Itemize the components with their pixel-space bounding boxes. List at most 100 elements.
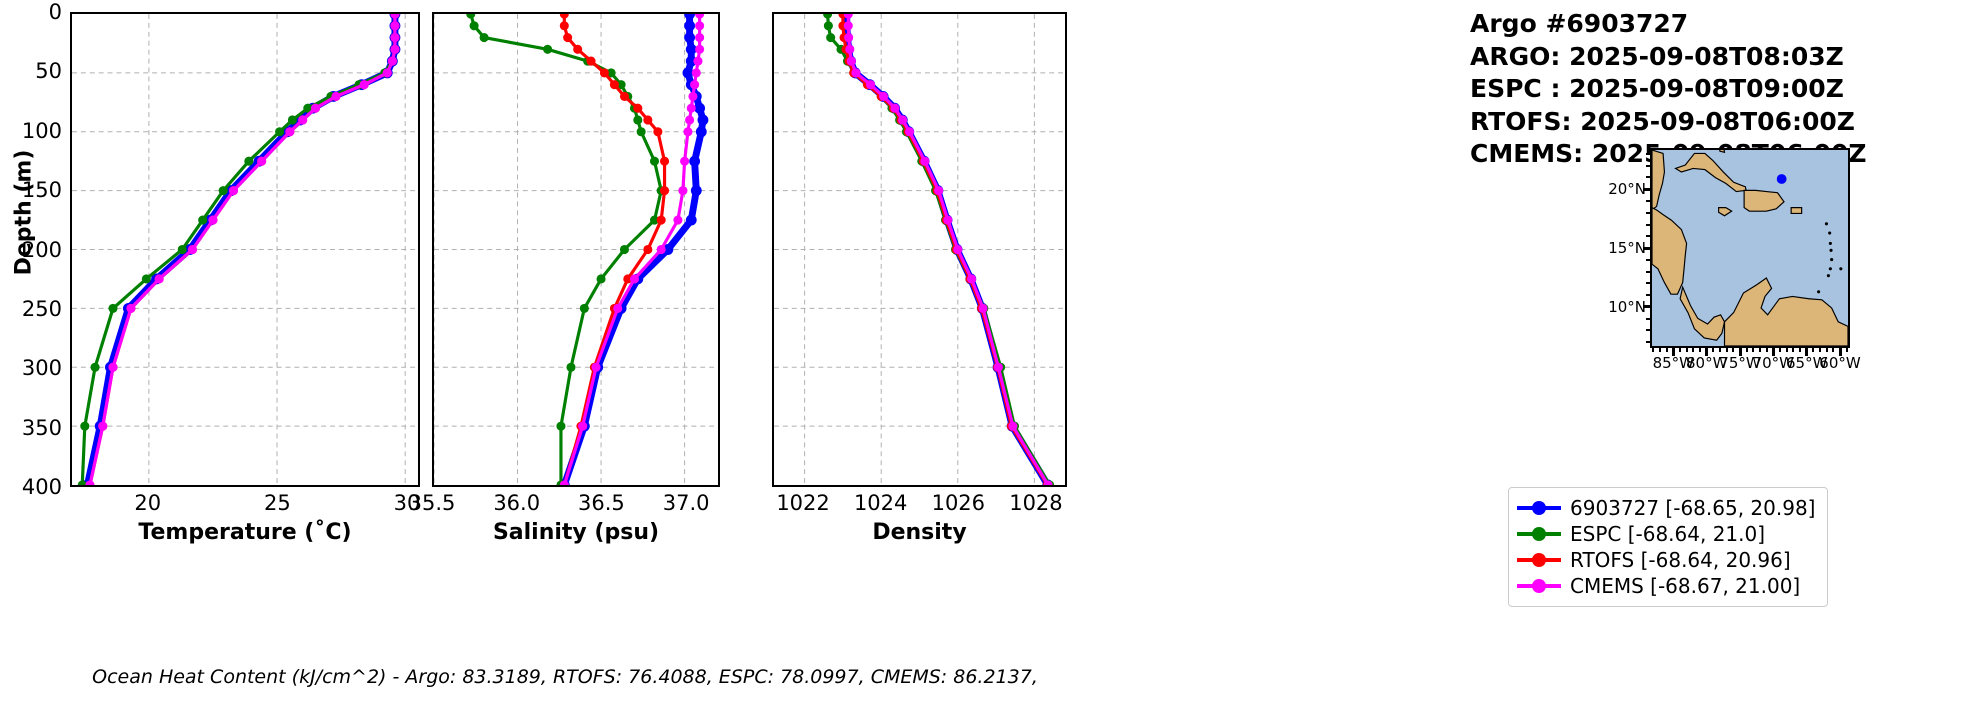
data-point — [934, 186, 944, 196]
legend-item-espc[interactable]: ESPC [-68.64, 21.0] — [1517, 521, 1815, 547]
map-lon-minor-tick — [1832, 348, 1835, 352]
data-point — [244, 156, 254, 166]
data-point — [905, 127, 915, 137]
data-point — [844, 32, 854, 43]
data-point — [693, 56, 703, 66]
data-point — [826, 32, 836, 43]
data-point — [898, 115, 908, 125]
data-point — [559, 14, 569, 19]
data-point — [920, 156, 930, 166]
island-marker — [1830, 257, 1834, 262]
data-point — [656, 215, 666, 225]
data-point — [285, 127, 295, 137]
landmass-panama — [1679, 285, 1726, 341]
data-point — [218, 186, 228, 196]
data-point — [310, 103, 321, 113]
x-tick-label: 25 — [264, 491, 291, 515]
data-point — [257, 156, 267, 166]
data-point — [690, 185, 702, 197]
legend-marker-dot — [1532, 527, 1546, 541]
legend-marker-dot — [1532, 553, 1546, 567]
data-point — [90, 362, 100, 372]
y-tick-label: 200 — [21, 237, 62, 262]
data-point — [678, 186, 688, 196]
data-point — [823, 14, 833, 19]
landmass-cuba — [1674, 152, 1747, 193]
data-point — [660, 156, 670, 166]
map-lat-minor-tick — [1646, 258, 1651, 261]
y-axis-label: Depth (m) — [11, 149, 37, 276]
legend-item-argo[interactable]: 6903727 [-68.65, 20.98] — [1517, 495, 1815, 521]
y-tick-label: 100 — [21, 118, 62, 143]
map-lat-minor-tick — [1646, 317, 1651, 320]
map-lon-minor-tick — [1745, 348, 1748, 352]
data-point — [680, 156, 690, 166]
map-lon-minor-tick — [1732, 348, 1735, 352]
data-point — [177, 244, 187, 255]
density-plot — [772, 12, 1067, 487]
y-tick-label: 300 — [21, 356, 62, 381]
float-position-marker — [1776, 174, 1787, 184]
data-point — [843, 21, 853, 31]
island-marker — [1839, 267, 1843, 271]
data-point — [695, 126, 707, 138]
data-point — [878, 91, 889, 101]
map-lat-minor-tick — [1646, 164, 1651, 167]
map-lon-minor-tick — [1679, 348, 1681, 352]
data-point — [359, 80, 369, 90]
map-lon-tick — [1671, 348, 1675, 356]
data-point — [469, 21, 479, 31]
map-lat-minor-tick — [1646, 270, 1651, 273]
legend-item-rtofs[interactable]: RTOFS [-68.64, 20.96] — [1517, 547, 1815, 573]
map-lon-minor-tick — [1712, 348, 1715, 352]
data-point — [643, 115, 653, 125]
data-point — [633, 103, 643, 113]
map-lon-label: 75°W — [1719, 354, 1761, 372]
map-lat-minor-tick — [1646, 235, 1651, 238]
data-point — [633, 115, 643, 125]
map-lon-label: 60°W — [1819, 354, 1861, 372]
data-point — [331, 91, 341, 101]
map-lat-tick — [1643, 305, 1651, 309]
map-lon-minor-tick — [1719, 348, 1721, 352]
data-point — [563, 32, 573, 43]
x-tick-label: 1024 — [853, 491, 908, 515]
data-point — [823, 21, 833, 31]
depth-axis: 0 50 100 150 200 250 300 350 400 — [0, 0, 62, 499]
data-point — [390, 21, 400, 31]
map-lon-minor-tick — [1685, 348, 1688, 352]
data-point — [599, 68, 609, 78]
data-point — [609, 80, 619, 90]
island-marker — [1826, 274, 1830, 278]
map-lat-tick — [1643, 246, 1651, 250]
legend-item-cmems[interactable]: CMEMS [-68.67, 21.00] — [1517, 573, 1815, 599]
data-point — [649, 215, 660, 225]
series-legend: 6903727 [-68.65, 20.98] ESPC [-68.64, 21.… — [1508, 487, 1829, 607]
map-lon-minor-tick — [1759, 348, 1761, 352]
map-lat-label: 20°N — [1608, 180, 1646, 199]
map-lon-minor-tick — [1665, 348, 1668, 352]
data-point — [685, 115, 695, 125]
landmass-bahamas — [1719, 150, 1726, 154]
map-lat-minor-tick — [1646, 152, 1651, 155]
landmass-central-america — [1652, 206, 1688, 295]
data-point — [586, 56, 596, 66]
data-point — [141, 274, 151, 284]
data-point — [543, 44, 553, 54]
data-point — [573, 44, 583, 54]
map-lat-label: 15°N — [1608, 239, 1646, 257]
data-point — [559, 21, 569, 31]
data-point — [566, 362, 576, 372]
data-point — [653, 127, 663, 137]
location-map: 20°N 15°N 10°N 85°W 80°W 75°W 70°W 65°W 60°W — [1608, 148, 1861, 372]
data-point — [643, 244, 653, 255]
x-tick-label: 37.0 — [662, 491, 710, 515]
map-lon-minor-tick — [1825, 348, 1828, 352]
map-canvas — [1650, 148, 1850, 348]
data-point — [556, 421, 566, 431]
salinity-plot — [432, 12, 720, 487]
data-point — [649, 156, 660, 166]
data-point — [208, 215, 218, 225]
data-point — [846, 56, 856, 66]
